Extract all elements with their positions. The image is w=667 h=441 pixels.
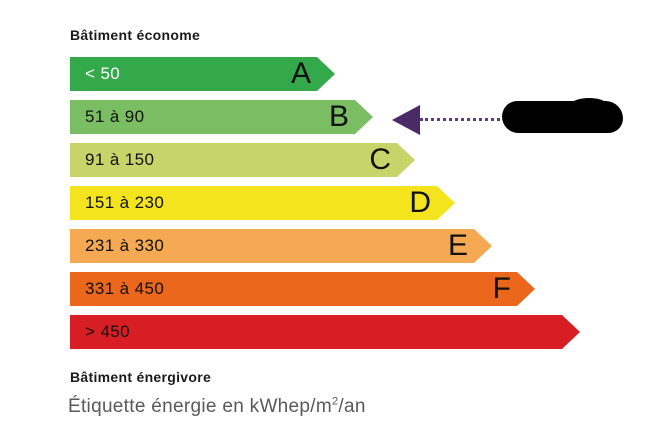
caption-suffix: /an (338, 396, 366, 417)
caption: Étiquette énergie en kWhep/m2/an (68, 396, 366, 418)
class-letter-B: B (328, 100, 349, 133)
range-label-G: > 450 (85, 322, 131, 341)
class-letter-F: F (492, 272, 511, 305)
energy-bar-E: 231 à 330 E (70, 229, 492, 263)
range-label-A: < 50 (85, 64, 121, 83)
range-label-C: 91 à 150 (85, 150, 155, 169)
class-letter-A: A (290, 57, 311, 90)
class-letter-E: E (447, 229, 468, 262)
range-label-E: 231 à 330 (85, 236, 165, 255)
dotted-connector (420, 118, 500, 121)
range-label-F: 331 à 450 (85, 279, 165, 298)
energy-bar-D: 151 à 230 D (70, 186, 455, 220)
bottom-label: Bâtiment énergivore (70, 369, 212, 385)
redacted-value (502, 98, 623, 133)
range-label-B: 51 à 90 (85, 107, 145, 126)
energy-class-bars: < 50 A 51 à 90 B 91 à 150 C 151 à 230 D 231 à 33… (70, 57, 590, 352)
class-letter-D: D (409, 186, 431, 219)
top-label: Bâtiment économe (70, 27, 201, 43)
pointer-triangle-icon (392, 105, 420, 135)
energy-bar-B: 51 à 90 B (70, 100, 373, 134)
energy-bar-G: > 450 (70, 315, 580, 349)
caption-prefix: Étiquette énergie en kWhep/m (68, 396, 332, 417)
range-label-D: 151 à 230 (85, 193, 165, 212)
caption-superscript: 2 (332, 395, 339, 408)
class-letter-C: C (369, 143, 391, 176)
energy-bar-A: < 50 A (70, 57, 335, 91)
energy-bar-F: 331 à 450 F (70, 272, 535, 306)
energy-bar-C: 91 à 150 C (70, 143, 415, 177)
